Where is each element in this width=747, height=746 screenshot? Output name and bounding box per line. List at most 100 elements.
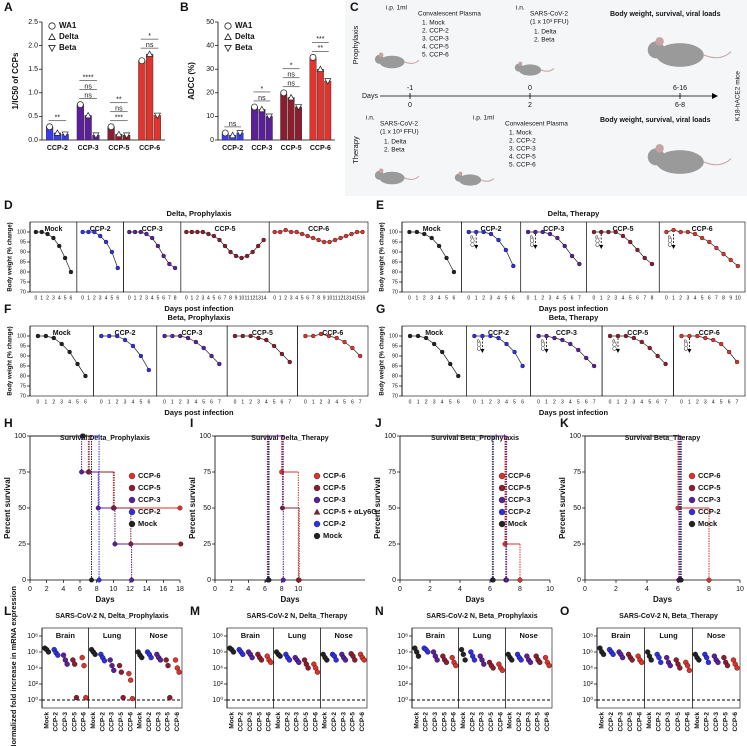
data-point — [258, 657, 265, 663]
y-tick-label: 80 — [392, 373, 398, 379]
treatment-label: CCP — [612, 339, 618, 351]
x-tick-label: 2 — [139, 295, 142, 301]
y-tick-label: 90 — [20, 353, 26, 359]
legend-marker — [313, 520, 321, 528]
x-tick-label: 1 — [312, 399, 315, 405]
data-point — [305, 233, 310, 239]
x-tick-label: 0 — [28, 586, 32, 593]
block-label: Prophylaxis — [351, 25, 360, 64]
x-tick-label: 7 — [736, 399, 739, 405]
y-tick-label: 10² — [28, 681, 39, 688]
x-tick-label: 1 — [40, 295, 43, 301]
data-point — [407, 229, 412, 235]
x-tick-label: 6 — [488, 586, 492, 593]
chart-title: Survival Beta_Therapy — [625, 435, 701, 442]
data-point — [480, 333, 485, 339]
bar — [138, 60, 146, 141]
facet-frame — [505, 627, 553, 709]
data-point — [81, 662, 87, 669]
y-tick-label: 75 — [20, 279, 26, 285]
data-point — [481, 229, 486, 235]
y-tick-label: 25 — [573, 541, 581, 548]
x-tick-label: 4 — [497, 295, 500, 301]
x-tick-label: CCP-2 — [53, 712, 60, 732]
panel-label: M — [190, 604, 200, 618]
data-point — [525, 229, 531, 235]
data-point — [75, 361, 80, 367]
data-point — [45, 649, 52, 655]
x-tick-label: CCP-6 — [684, 712, 691, 732]
facet-label: CCP-6 — [692, 226, 713, 233]
y-tick-label: 10⁸ — [397, 633, 408, 640]
x-tick-label: 3 — [561, 399, 564, 405]
legend-marker — [224, 22, 232, 30]
x-tick-label: 0 — [609, 399, 612, 405]
legend-marker — [313, 484, 321, 492]
x-tick-label: 9 — [323, 295, 326, 301]
x-tick-label: CCP-6 — [637, 712, 644, 732]
legend-label: CCP-5 — [323, 483, 346, 492]
data-point — [415, 333, 421, 339]
x-tick-label: CCP-2 — [47, 145, 68, 152]
y-tick-label: 10⁴ — [397, 665, 408, 672]
x-tick-label: 7 — [664, 399, 667, 405]
data-point — [167, 261, 172, 267]
x-tick-label: 5 — [648, 399, 651, 405]
y-tick-label: 80 — [20, 269, 26, 275]
x-tick-label: 6 — [571, 295, 574, 301]
panel-label: I — [190, 416, 193, 430]
plasma-item: 1. Mock — [509, 130, 533, 137]
data-point — [162, 333, 167, 339]
data-point — [334, 335, 339, 341]
data-point — [703, 335, 708, 341]
x-tick-label: CCP-6 — [81, 712, 88, 732]
data-point — [434, 657, 440, 663]
x-tick-label: 7 — [312, 295, 315, 301]
data-point — [724, 662, 731, 669]
panel-label: B — [180, 0, 189, 14]
y-axis-label: Body weight (% change) — [380, 222, 386, 291]
data-point — [33, 229, 38, 235]
data-point — [109, 662, 115, 669]
y-axis-label: Body weight (% change) — [8, 222, 14, 291]
x-tick-label: 10 — [546, 586, 554, 593]
data-point — [35, 333, 41, 339]
x-tick-label: 11 — [244, 295, 249, 301]
data-point — [201, 345, 206, 351]
y-tick-label: 95 — [392, 343, 398, 349]
data-point — [423, 335, 429, 341]
chart-title: SARS-CoV-2 N, Delta_Prophylaxis — [55, 613, 168, 620]
legend-label: CCP-5 — [698, 483, 721, 492]
x-tick-label: 2 — [320, 399, 323, 405]
day-label: 6-8 — [675, 102, 685, 109]
data-point — [185, 335, 191, 341]
data-point — [112, 541, 118, 547]
plasma-item: 4. CCP-5 — [422, 44, 449, 51]
x-tick-label: 13 — [343, 295, 349, 301]
x-tick-label: 10 — [239, 295, 245, 301]
data-point — [496, 335, 501, 341]
y-tick-label: 80 — [20, 373, 26, 379]
x-tick-label: 13 — [255, 295, 261, 301]
data-point — [309, 54, 317, 61]
data-point — [296, 577, 302, 583]
y-axis-label: Body weight (% change) — [8, 326, 14, 395]
y-tick-label: 10² — [583, 681, 594, 688]
facet-frame — [411, 627, 459, 709]
y-tick-label: 10⁶ — [212, 649, 223, 656]
mouse-icon — [378, 168, 384, 174]
legend-label: Delta — [235, 32, 255, 41]
x-tick-label: 3 — [202, 295, 205, 301]
data-point — [95, 505, 101, 511]
data-point — [138, 57, 146, 65]
data-point — [217, 361, 222, 367]
y-tick-label: 10⁴ — [582, 665, 593, 672]
mouse-icon — [647, 41, 665, 59]
data-point — [687, 333, 692, 339]
x-tick-label: CCP-3 — [340, 712, 347, 732]
bar — [280, 92, 288, 141]
legend-marker — [313, 472, 321, 480]
data-point — [462, 657, 468, 663]
data-point — [167, 694, 173, 701]
x-tick-label: CCP-3 — [294, 712, 301, 732]
